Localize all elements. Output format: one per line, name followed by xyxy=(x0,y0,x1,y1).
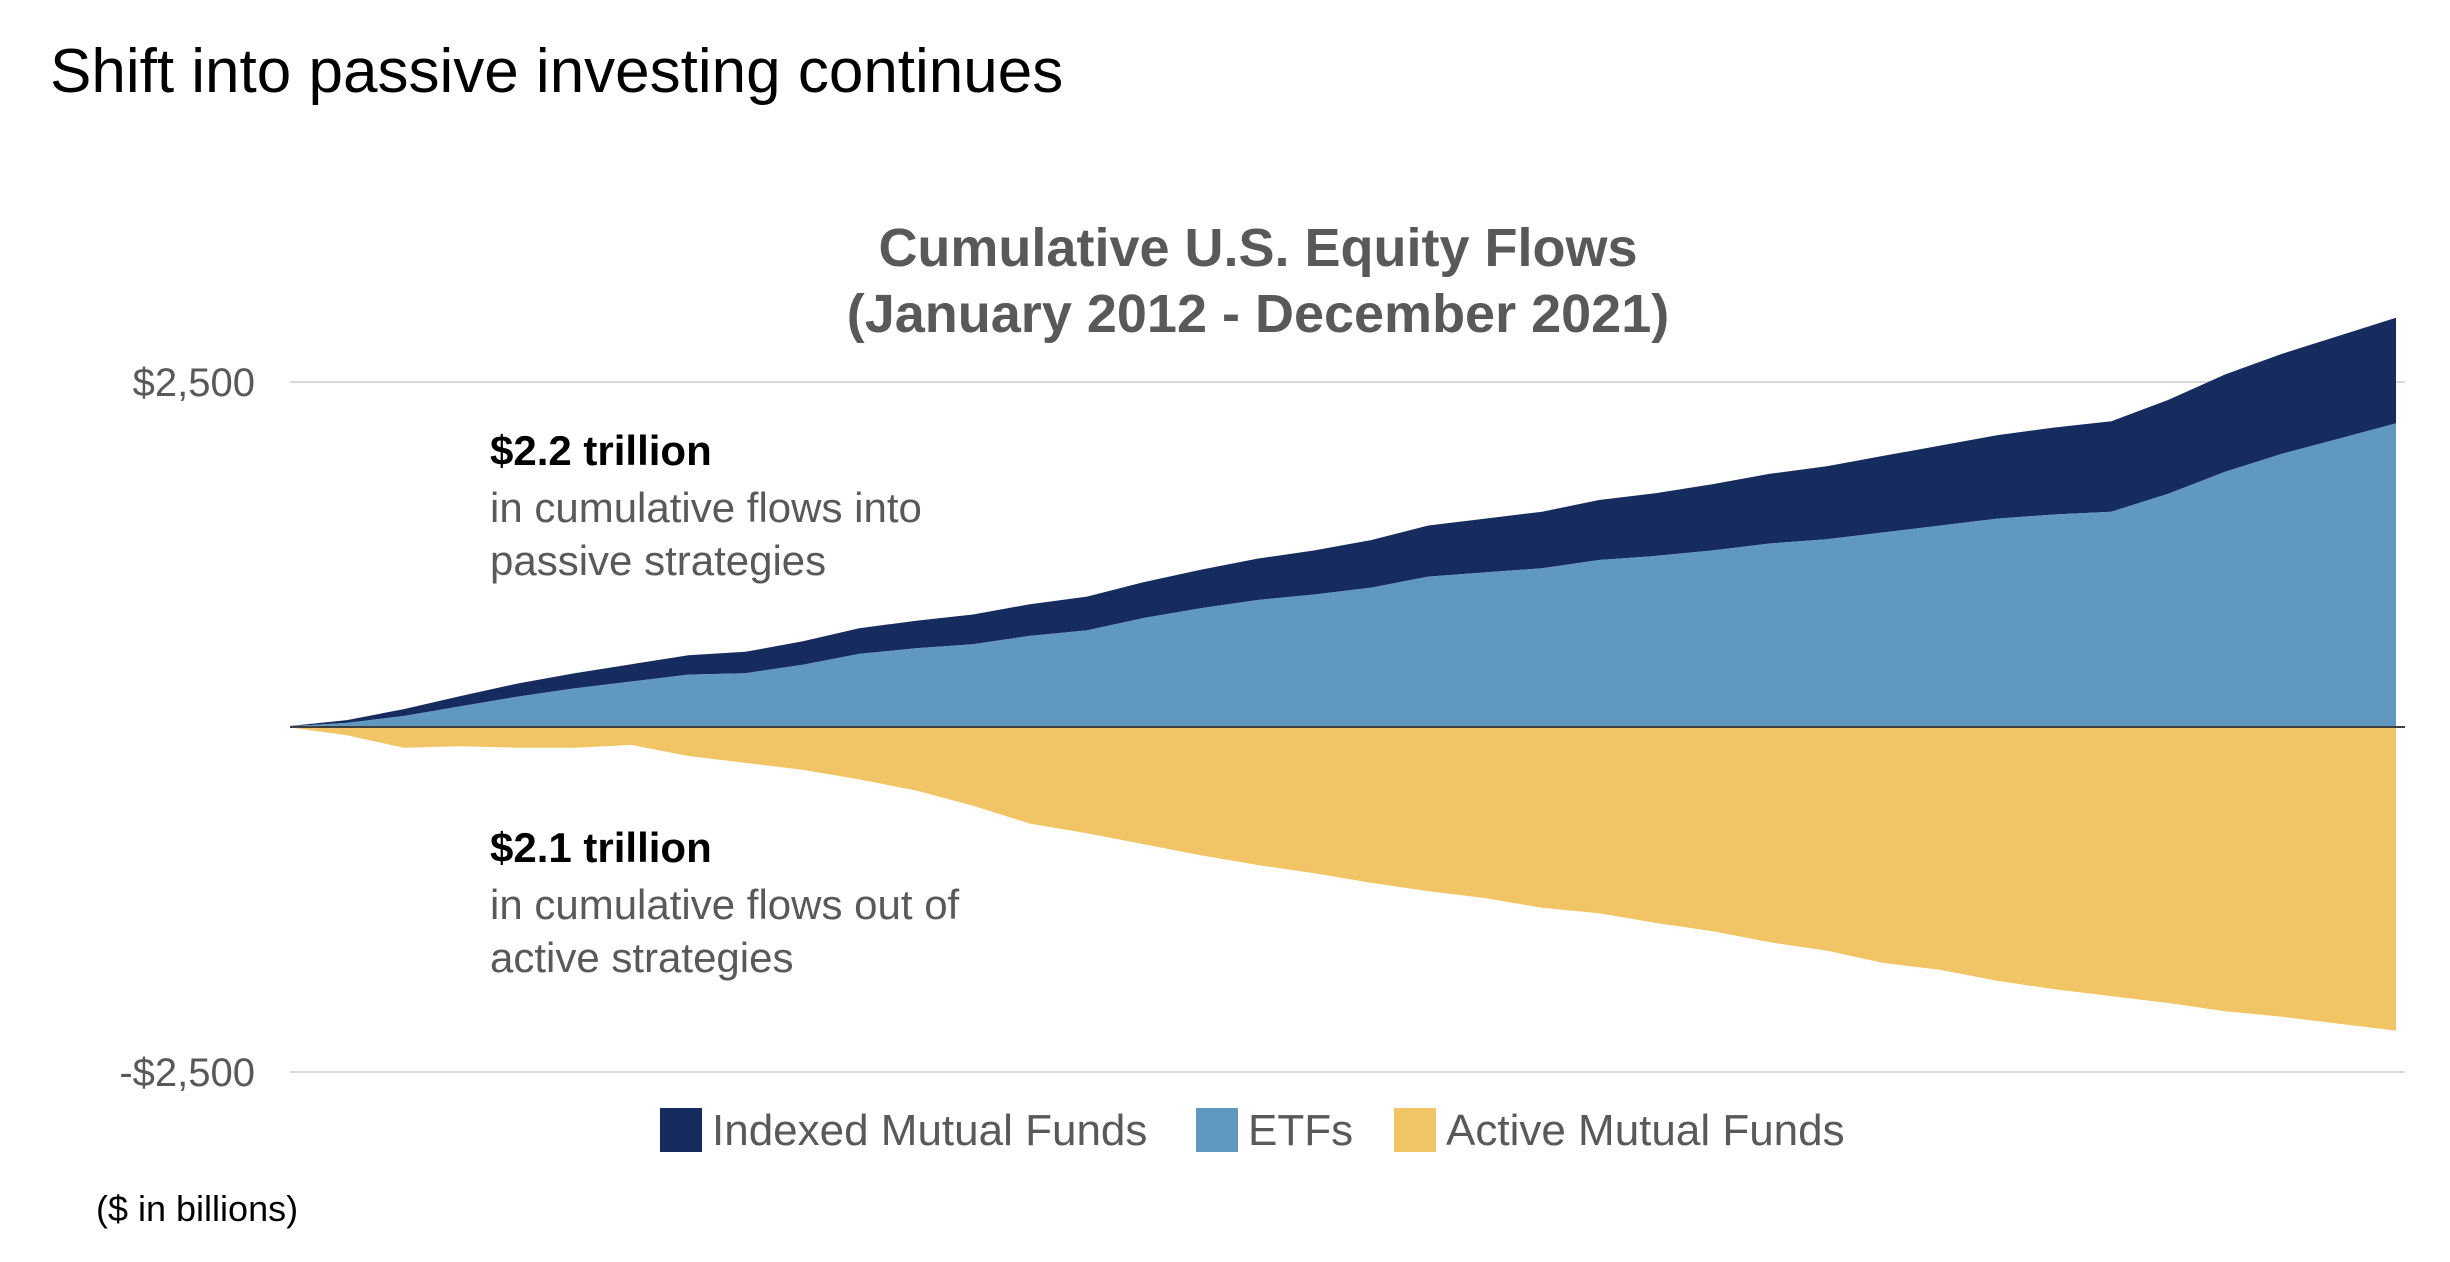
legend-swatch xyxy=(1196,1108,1238,1152)
legend-label: ETFs xyxy=(1248,1106,1353,1155)
y-tick-label: -$2,500 xyxy=(119,1051,255,1095)
stacked-areas xyxy=(290,317,2396,1031)
chart-title-line-2: (January 2012 - December 2021) xyxy=(847,284,1669,344)
chart-title-group: Cumulative U.S. Equity Flows(January 201… xyxy=(847,218,1669,344)
legend-label: Indexed Mutual Funds xyxy=(712,1106,1147,1155)
area-active-mutual-funds xyxy=(290,727,2396,1031)
annotations: $2.2 trillion in cumulative flows into pas… xyxy=(490,427,960,981)
units-note: ($ in billions) xyxy=(96,1188,299,1229)
annotation-text: in cumulative flows out of xyxy=(490,881,960,928)
y-tick-labels: $2,500 -$2,500 xyxy=(119,361,255,1095)
area-etfs xyxy=(290,423,2396,727)
annotation-headline: $2.2 trillion xyxy=(490,427,712,474)
page-title: Shift into passive investing continues xyxy=(50,37,1064,106)
legend-label: Active Mutual Funds xyxy=(1446,1106,1845,1155)
y-tick-label: $2,500 xyxy=(133,361,255,405)
annotation-headline: $2.1 trillion xyxy=(490,824,712,871)
legend-swatch xyxy=(1394,1108,1436,1152)
annotation-text: in cumulative flows into xyxy=(490,484,922,531)
annotation-text: passive strategies xyxy=(490,537,826,584)
annotation-text: active strategies xyxy=(490,934,793,981)
chart-title-line-1: Cumulative U.S. Equity Flows xyxy=(878,218,1637,278)
legend-swatch xyxy=(660,1108,702,1152)
gridlines xyxy=(290,381,2405,1073)
legend: Indexed Mutual Funds ETFs Active Mutual Fu… xyxy=(660,1106,1845,1155)
